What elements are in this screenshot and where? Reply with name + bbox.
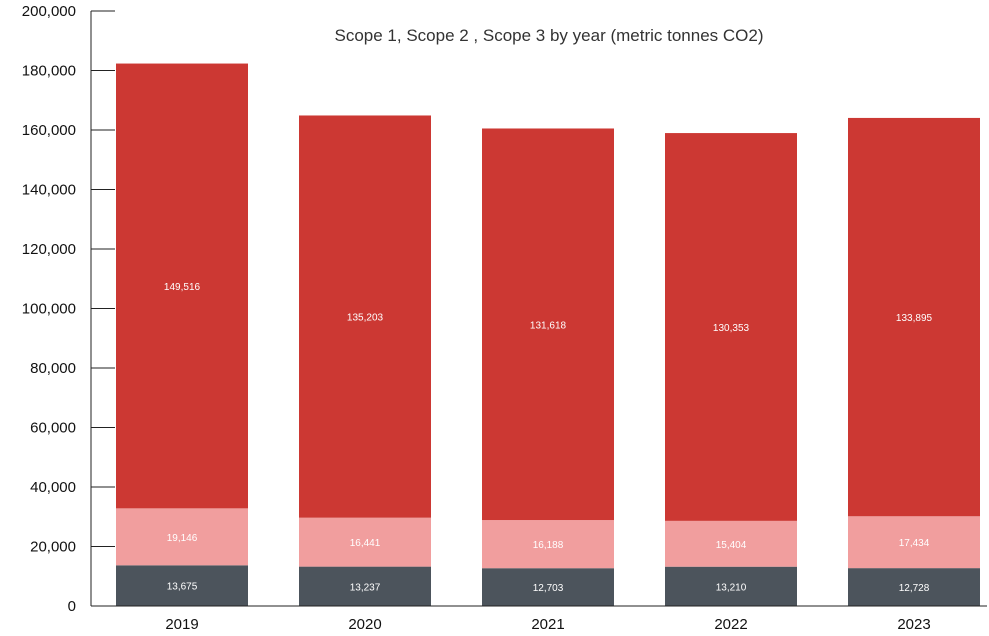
y-tick-label: 180,000 <box>22 63 76 80</box>
bar-segment-2022-series-2 <box>665 520 797 567</box>
data-label: 135,203 <box>347 313 384 324</box>
x-category-label: 2022 <box>714 616 747 633</box>
y-tick-label: 60,000 <box>30 420 76 437</box>
data-label: 12,703 <box>533 583 564 594</box>
bar-segment-2023-series-2 <box>848 516 980 569</box>
bar-segment-2020-series-2 <box>299 517 431 567</box>
bars: 13,675 19,146 149,516 13,237 16,441 135,203 12… <box>116 63 980 606</box>
bar-segment-2019-series-3 <box>116 63 248 509</box>
bar-segment-2021-series-1 <box>482 568 614 606</box>
y-tick-label: 120,000 <box>22 241 76 258</box>
bar-segment-2020-series-1 <box>299 566 431 606</box>
y-tick-label: 80,000 <box>30 360 76 377</box>
bar-segment-2022-series-1 <box>665 566 797 606</box>
y-tick-label: 160,000 <box>22 122 76 139</box>
x-category-label: 2019 <box>165 616 198 633</box>
data-label: 130,353 <box>713 323 750 334</box>
y-tick-label: 40,000 <box>30 479 76 496</box>
bar-segment-2022-series-3 <box>665 133 797 521</box>
bar-segment-2021-series-3 <box>482 128 614 521</box>
y-tick-label: 0 <box>68 598 76 615</box>
bar-segment-2019-series-2 <box>116 508 248 566</box>
data-label: 16,188 <box>533 540 564 551</box>
data-label: 15,404 <box>716 540 747 551</box>
bar-segment-2023-series-3 <box>848 117 980 517</box>
data-label: 13,237 <box>350 582 381 593</box>
x-category-label: 2021 <box>531 616 564 633</box>
y-tick-label: 100,000 <box>22 301 76 318</box>
data-label: 133,895 <box>896 313 933 324</box>
data-label: 13,675 <box>167 582 198 593</box>
data-label: 149,516 <box>164 282 201 293</box>
data-label: 17,434 <box>899 538 930 549</box>
chart-title: Scope 1, Scope 2 , Scope 3 by year (metr… <box>335 26 764 45</box>
data-label: 19,146 <box>167 533 198 544</box>
x-category-label: 2023 <box>897 616 930 633</box>
bar-segment-2020-series-3 <box>299 115 431 518</box>
data-label: 16,441 <box>350 538 381 549</box>
y-tick-label: 200,000 <box>22 3 76 20</box>
y-tick-label: 140,000 <box>22 182 76 199</box>
bar-segment-2021-series-2 <box>482 520 614 569</box>
x-category-label: 2020 <box>348 616 381 633</box>
data-label: 13,210 <box>716 582 747 593</box>
y-tick-label: 20,000 <box>30 539 76 556</box>
data-label: 131,618 <box>530 320 567 331</box>
y-axis: 0 20,000 40,000 60,000 80,000 100,000 120,000 1… <box>22 3 115 615</box>
bar-segment-2023-series-1 <box>848 568 980 606</box>
data-label: 12,728 <box>899 583 930 594</box>
x-axis: 2019 2020 2021 2022 2023 <box>91 605 987 633</box>
bar-segment-2019-series-1 <box>116 565 248 606</box>
